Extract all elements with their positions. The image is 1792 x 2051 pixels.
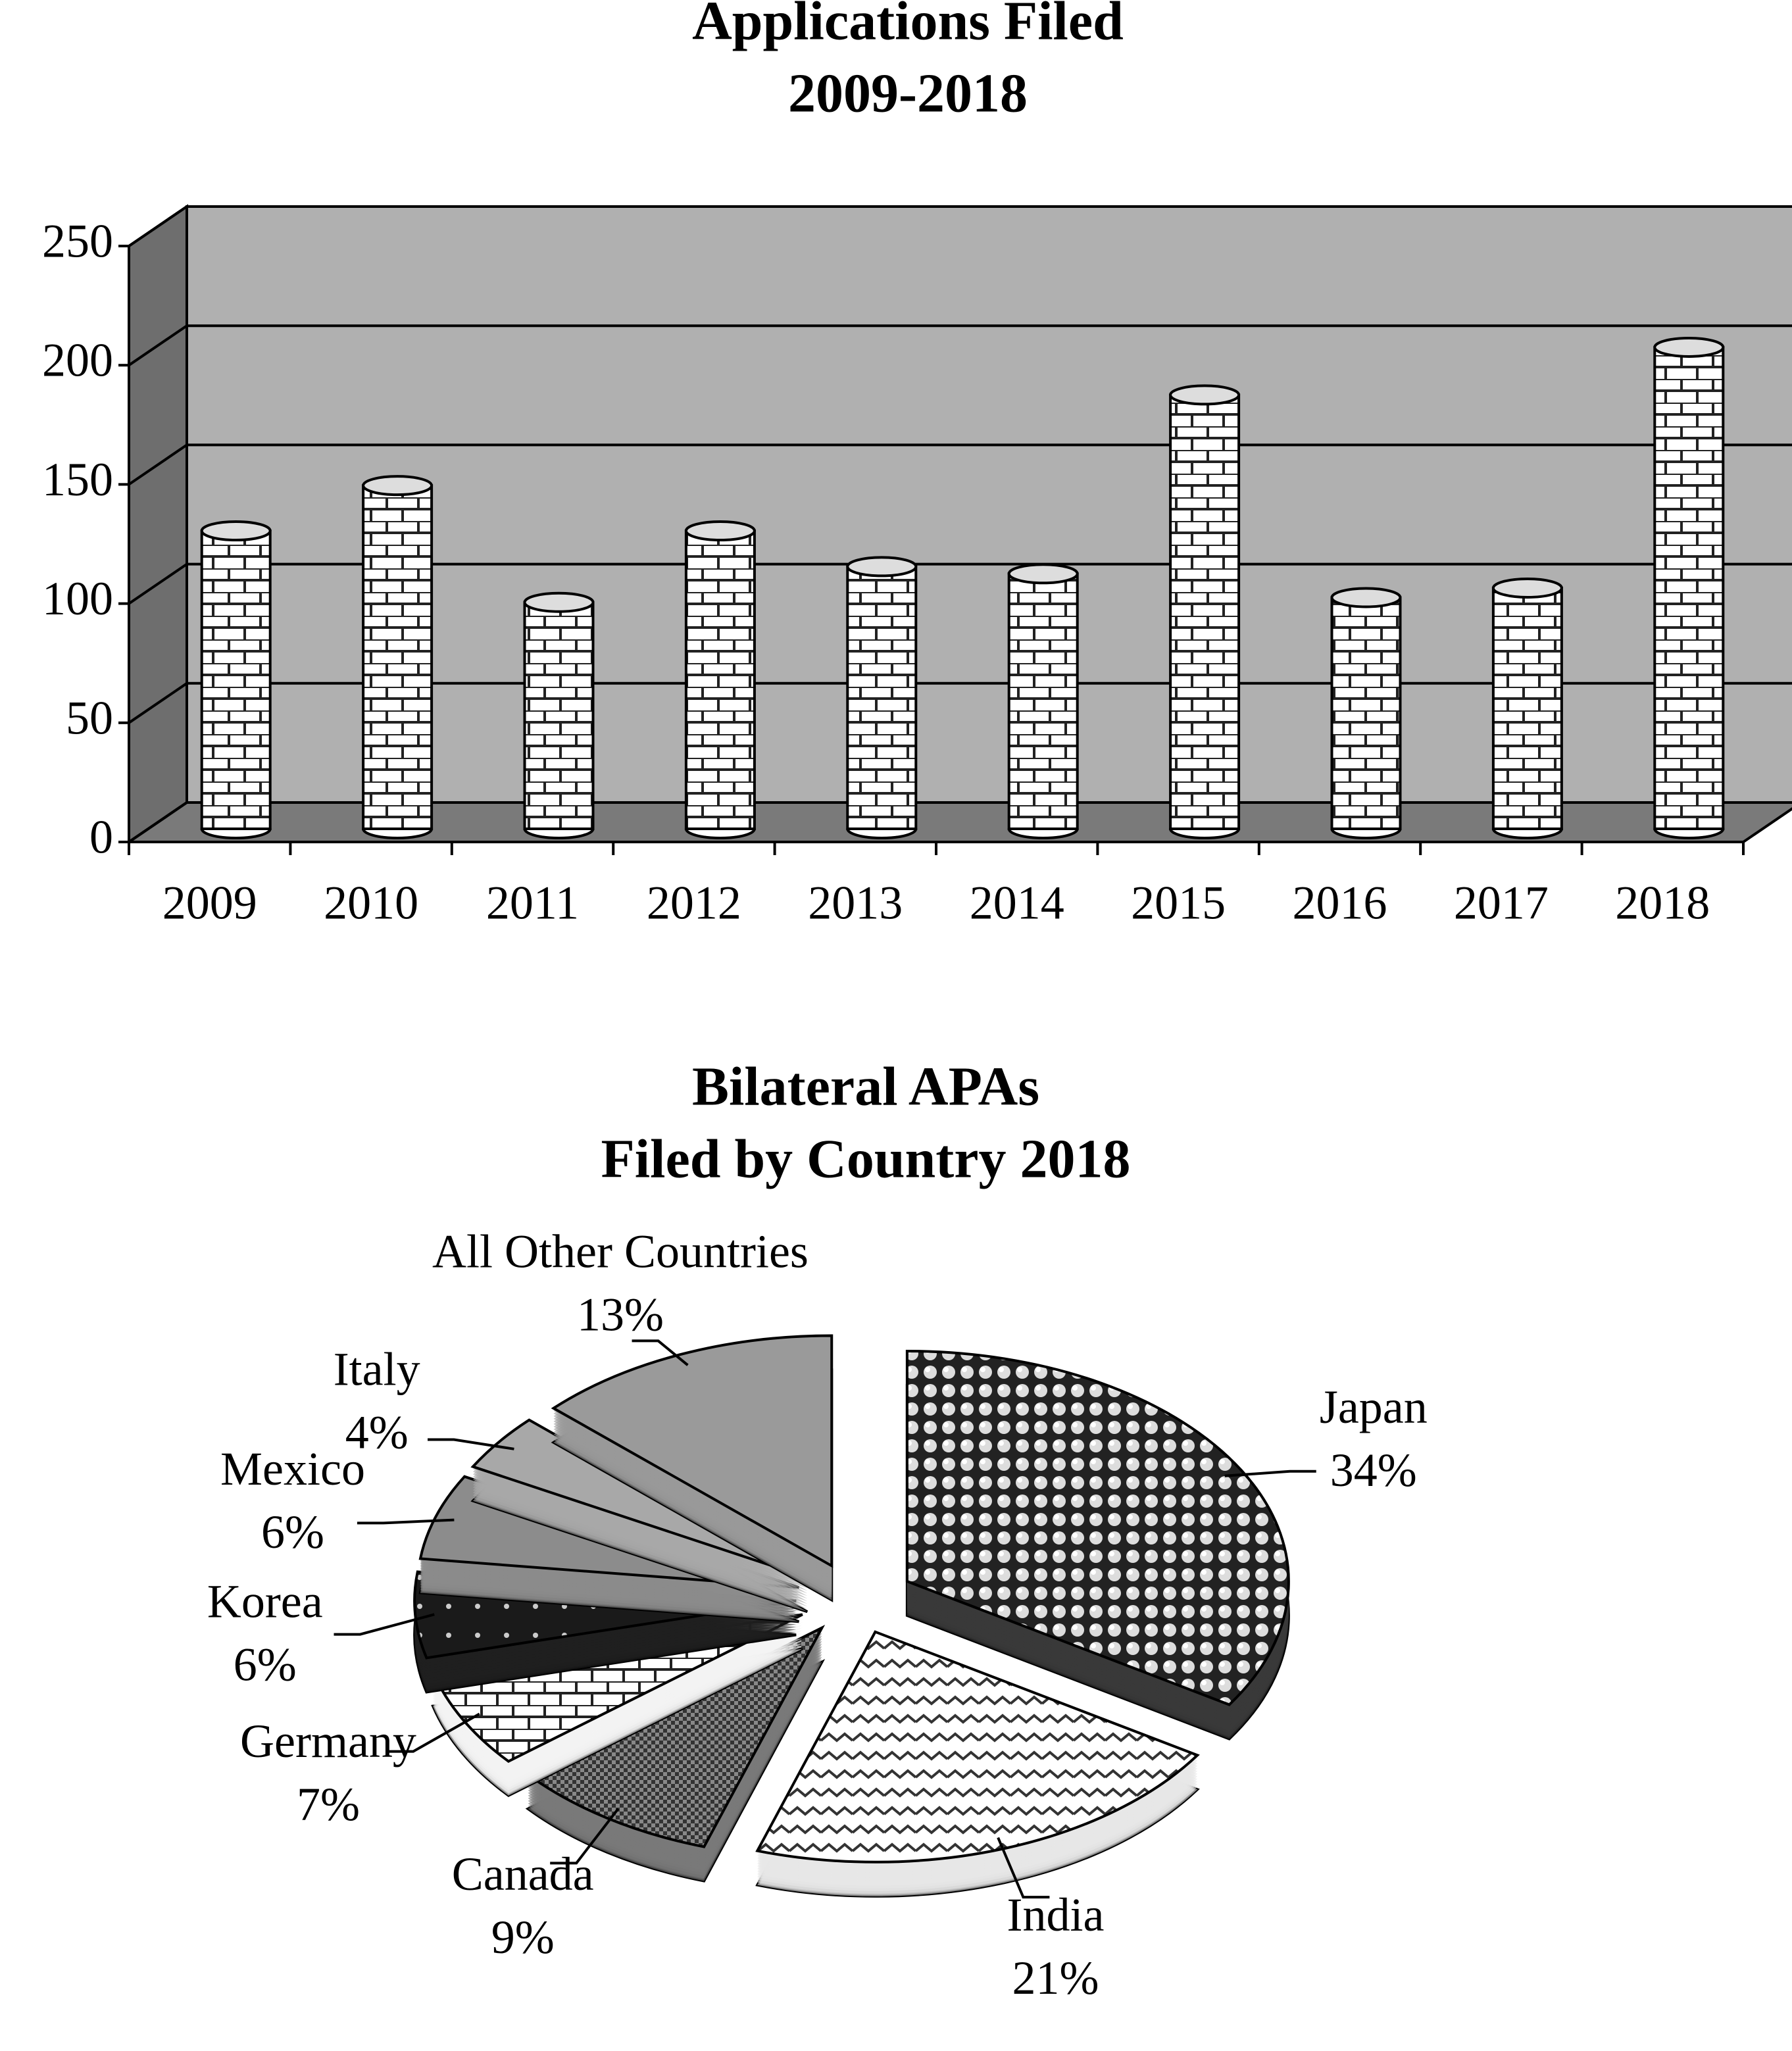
grid-line — [128, 443, 1792, 486]
bar — [1007, 572, 1079, 830]
bar — [523, 601, 595, 830]
y-tick-label: 0 — [89, 811, 113, 864]
slice-label: India — [1007, 1889, 1105, 1941]
y-tick-label: 100 — [42, 572, 113, 625]
side-wall — [128, 204, 188, 845]
leader-line — [334, 1613, 435, 1636]
x-tick-label: 2010 — [324, 877, 418, 929]
bar-chart: Applications Filed 2009-2018 0 50 100 150 20… — [42, 0, 1792, 929]
y-tick-label: 250 — [42, 215, 113, 268]
bar-top — [1491, 577, 1563, 599]
slice-value-label: 21% — [1012, 1952, 1099, 2004]
x-tick-label: 2013 — [808, 877, 903, 929]
bar — [1491, 586, 1563, 830]
bar — [362, 484, 434, 830]
x-tick-label: 2018 — [1615, 877, 1710, 929]
x-tick-label: 2009 — [162, 877, 257, 929]
bar — [684, 530, 756, 830]
leader-line — [997, 1837, 1050, 1899]
bar-top — [846, 556, 918, 578]
chart-title: Bilateral APAs — [692, 1056, 1039, 1117]
slice-value-label: 6% — [234, 1639, 297, 1691]
grid-line — [128, 324, 1792, 366]
grid-line — [128, 205, 1792, 247]
bar — [200, 530, 272, 830]
bar-top — [1169, 384, 1241, 406]
slice-value-label: 7% — [297, 1778, 360, 1831]
slice — [525, 1625, 826, 1848]
slice-value-label: 6% — [261, 1506, 324, 1558]
x-tick-label: 2015 — [1131, 877, 1226, 929]
leader-line — [357, 1518, 455, 1525]
slice-label: Korea — [207, 1575, 323, 1628]
chart-subtitle: Filed by Country 2018 — [601, 1128, 1130, 1189]
leader-line — [428, 1438, 514, 1450]
bar-top — [362, 475, 434, 497]
bar — [1653, 345, 1725, 830]
slice-value-label: 34% — [1330, 1444, 1417, 1496]
chart-title: Applications Filed — [692, 0, 1124, 51]
slice — [755, 1630, 1200, 1864]
grid-line — [128, 681, 1792, 724]
bar-top — [1330, 587, 1402, 608]
x-tick-label: 2017 — [1454, 877, 1549, 929]
slice — [551, 1334, 834, 1568]
slice-label: Italy — [334, 1343, 420, 1396]
leader-line — [550, 1808, 620, 1865]
leader-line — [387, 1712, 480, 1753]
leader-line — [632, 1339, 689, 1366]
x-tick-label: 2016 — [1293, 877, 1387, 929]
x-tick-label: 2011 — [486, 877, 579, 929]
slice-label: Canada — [452, 1848, 594, 1900]
grid-line — [128, 562, 1792, 605]
bar — [1169, 393, 1241, 830]
bar — [1330, 596, 1402, 830]
leader-line — [1224, 1470, 1316, 1477]
slice-value-label: 13% — [577, 1289, 664, 1341]
y-tick-label: 200 — [42, 334, 113, 387]
bar — [846, 565, 918, 830]
bar-top — [684, 520, 756, 541]
y-tick-label: 150 — [42, 453, 113, 506]
slice-label: All Other Countries — [432, 1225, 809, 1278]
bar-top — [523, 591, 595, 613]
grid-line — [128, 801, 1792, 843]
y-tick-label: 50 — [66, 691, 113, 744]
slice-value-label: 9% — [491, 1911, 555, 1964]
x-tick-label: 2012 — [647, 877, 741, 929]
slice — [905, 1349, 1290, 1706]
bar-top — [1653, 336, 1725, 358]
slice-label: Japan — [1320, 1381, 1428, 1433]
slice-label: Germany — [240, 1715, 416, 1767]
slice-value-label: 4% — [345, 1406, 409, 1459]
bar-top — [1007, 563, 1079, 585]
chart-subtitle: 2009-2018 — [788, 62, 1028, 124]
x-tick-label: 2014 — [970, 877, 1064, 929]
bar-top — [200, 520, 272, 541]
slice-label: Mexico — [220, 1443, 365, 1495]
pie-chart: Bilateral APAs Filed by Country 2018 Jap… — [207, 1056, 1428, 2004]
